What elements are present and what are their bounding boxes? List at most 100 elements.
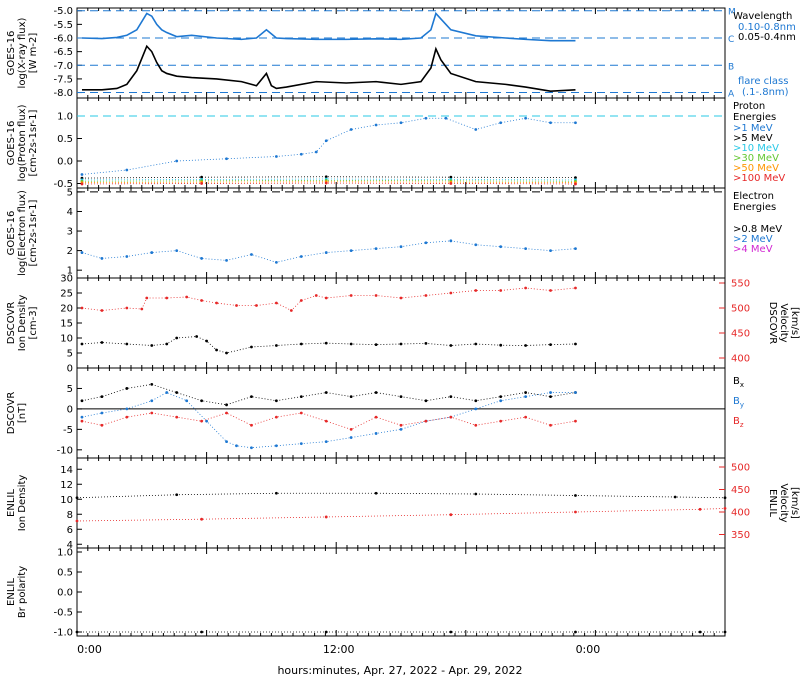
panel-label-line: log(Proton flux) (17, 104, 28, 181)
data-point (175, 415, 179, 419)
legend-entry: >2 MeV (733, 234, 773, 245)
legend-title: Energies (733, 112, 776, 123)
data-point (274, 444, 278, 448)
data-point (324, 419, 328, 423)
data-point (100, 423, 104, 427)
y-tick-label: -10 (57, 445, 73, 456)
data-point (80, 419, 84, 423)
data-point (175, 391, 179, 394)
y-tick-label: 2 (67, 246, 73, 257)
panel-frame (76, 187, 726, 279)
y-tick-label: -6.5 (53, 47, 73, 58)
panel-frame (76, 277, 726, 369)
y-tick-label: -7.5 (53, 74, 73, 85)
data-point (449, 175, 453, 179)
series-line-2 (81, 44, 576, 92)
data-point (299, 395, 303, 399)
panel-label-line: [cm-3] (28, 306, 39, 339)
data-point (673, 495, 677, 499)
data-point (250, 395, 253, 399)
data-point (524, 344, 528, 347)
series-trace-6 (81, 182, 576, 185)
data-point (200, 257, 204, 260)
y-tick-label: 0.0 (57, 588, 73, 599)
series-trace-1 (81, 336, 576, 354)
data-point (215, 348, 218, 352)
data-point (324, 296, 328, 300)
legend-entry: >50 MeV (733, 163, 779, 174)
data-point (250, 253, 253, 256)
panel-frame (76, 547, 726, 637)
data-point (349, 294, 353, 297)
data-point (100, 411, 104, 415)
data-point (200, 399, 204, 403)
data-point (175, 159, 179, 163)
data-point (499, 121, 503, 125)
y-tick-label: 1 (67, 266, 73, 277)
y-tick-label: 12 (60, 480, 73, 491)
data-point (698, 507, 702, 511)
panel-label-line: DSCOVR (6, 302, 17, 345)
panel-label-line: [cm-2s-1sr-1] (28, 199, 39, 266)
data-point (250, 423, 253, 427)
data-point (299, 299, 303, 302)
data-point (200, 182, 204, 185)
data-point (324, 440, 328, 444)
legend-entry: >4 MeV (733, 244, 773, 255)
y-tick-label: -1.0 (53, 628, 73, 639)
y2-tick-label: 550 (731, 279, 750, 290)
y-tick-label: 5 (67, 349, 73, 360)
y-tick-label: 10 (60, 495, 73, 506)
y-tick-label: 0 (67, 404, 73, 415)
data-point (499, 419, 503, 423)
data-point (185, 295, 189, 299)
data-point (100, 257, 104, 260)
panel-label-line: DSCOVR (6, 392, 17, 435)
y-tick-label: -8.0 (53, 88, 73, 99)
y-tick-label: 10 (60, 334, 73, 345)
panel-label-line: GOES-16 (6, 31, 17, 76)
x-tick-label: 0:00 (77, 643, 102, 656)
data-point (374, 247, 378, 251)
data-point (499, 289, 503, 292)
data-point (150, 251, 154, 254)
data-point (274, 415, 278, 419)
panel-2: -0.5 0.0 0.5 1.0 GOES-16 log(Proton flux) [cm-… (6, 97, 785, 190)
data-point (574, 286, 577, 290)
legend-title: Proton (733, 101, 765, 112)
data-point (125, 415, 129, 419)
data-point (349, 427, 353, 431)
data-point (474, 399, 478, 403)
data-point (499, 399, 503, 403)
data-point (549, 289, 552, 292)
data-point (374, 391, 378, 394)
data-point (399, 296, 403, 300)
panel-label-line: [nT] (17, 403, 28, 423)
legend-title: Energies (733, 202, 776, 213)
data-point (524, 395, 528, 399)
legend-entry: >10 MeV (733, 143, 779, 154)
y-tick-label: -6.0 (53, 34, 73, 45)
flare-class-range: (.1-.8nm) (742, 87, 789, 98)
panel-label-line: GOES-16 (6, 211, 17, 256)
data-point (474, 243, 478, 247)
data-point (200, 517, 204, 521)
y-tick-label: -0.5 (53, 179, 73, 190)
data-point (200, 175, 204, 179)
panel-label-line: Ion Density (17, 295, 28, 352)
data-point (324, 175, 328, 179)
legend-entry: 0.05-0.4nm (738, 32, 796, 43)
data-point (574, 247, 577, 251)
data-point (225, 411, 228, 415)
data-point (424, 294, 428, 297)
data-point (205, 339, 209, 343)
legend-entry: Bx (733, 376, 744, 389)
data-point (474, 289, 478, 292)
panel-5: -10 -5 0 5 DSCOVR [nT] Bx By Bz (6, 367, 744, 459)
y-tick-label: 1.0 (57, 548, 73, 559)
data-point (274, 301, 278, 305)
panel-frame (76, 367, 726, 459)
data-point (449, 182, 453, 185)
legend-entry: >0.8 MeV (733, 224, 782, 235)
